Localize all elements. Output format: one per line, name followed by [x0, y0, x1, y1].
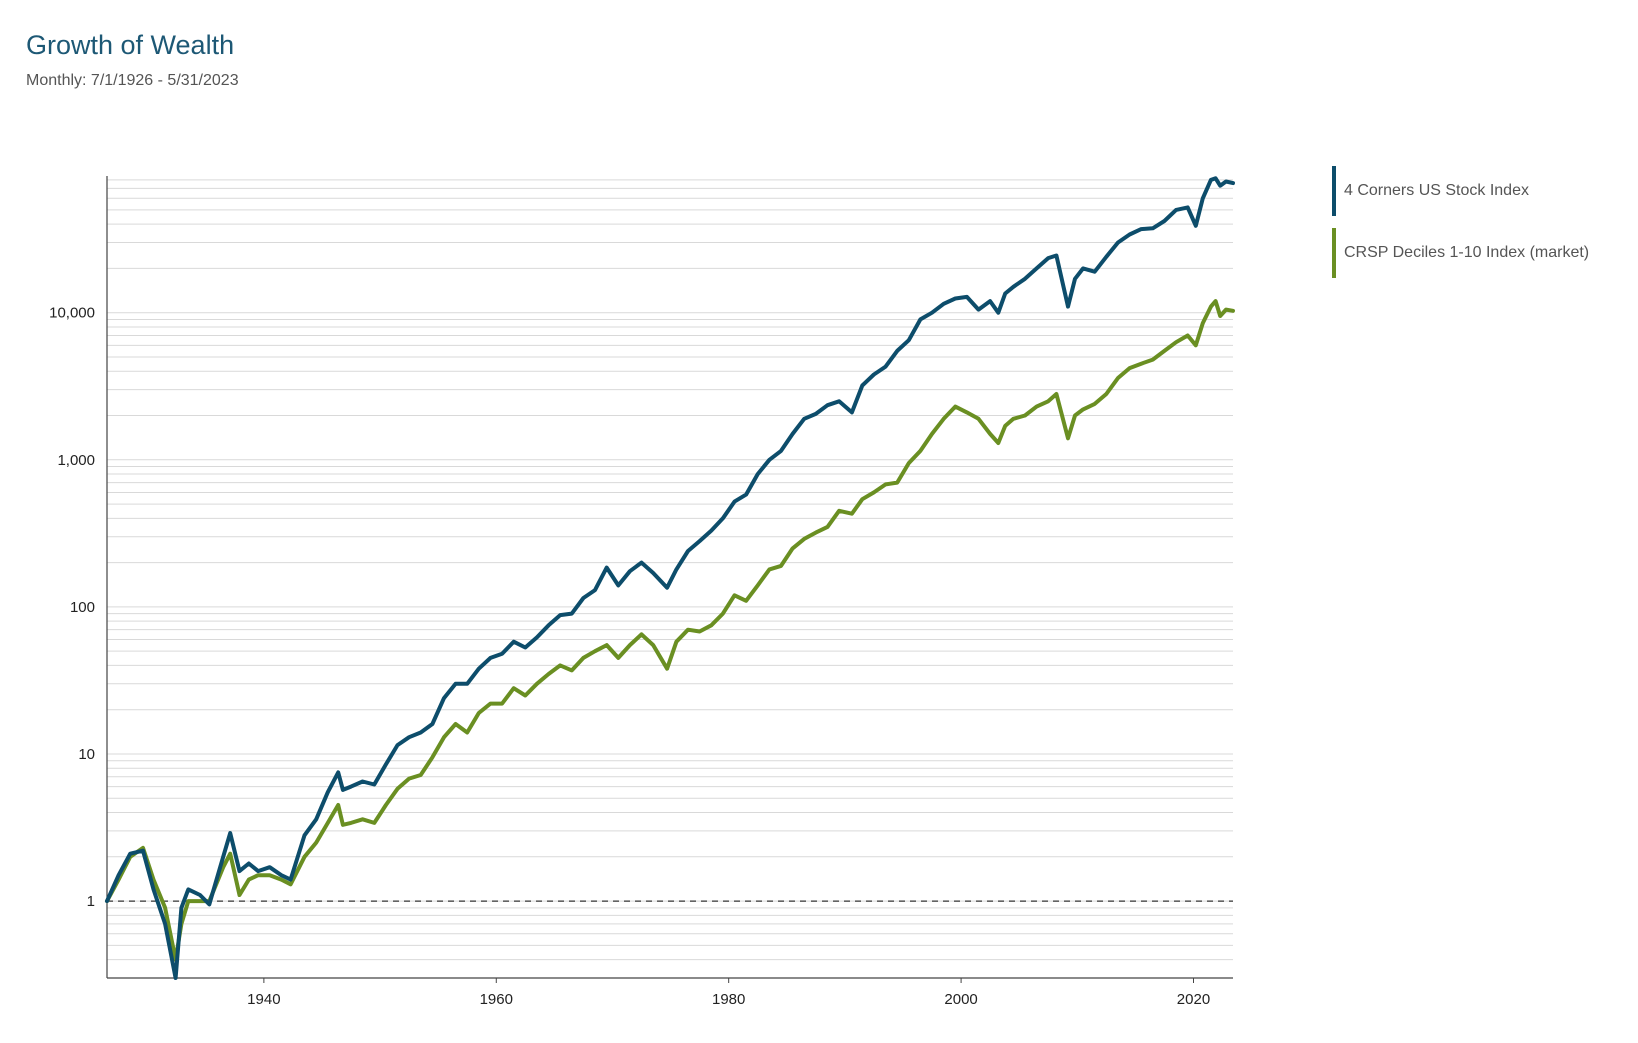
chart-subtitle: Monthly: 7/1/1926 - 5/31/2023 [26, 72, 239, 89]
x-tick-label: 1960 [480, 991, 513, 1008]
legend-swatch-series-1 [1332, 166, 1336, 216]
y-tick-label: 10 [78, 746, 95, 763]
y-tick-label: 1 [87, 893, 95, 910]
y-tick-label: 1,000 [57, 452, 95, 469]
chart-title: Growth of Wealth [26, 30, 235, 60]
x-tick-label: 1940 [247, 991, 280, 1008]
x-tick-label: 1980 [712, 991, 745, 1008]
legend-label-series-1: 4 Corners US Stock Index [1344, 182, 1529, 199]
y-tick-label: 10,000 [49, 305, 95, 322]
x-tick-label: 2020 [1177, 991, 1210, 1008]
legend-label-series-2: CRSP Deciles 1-10 Index (market) [1344, 244, 1590, 261]
legend-swatch-series-2 [1332, 228, 1336, 278]
y-tick-label: 100 [70, 599, 95, 616]
series-line-2 [105, 299, 1235, 962]
series-line-1 [105, 176, 1235, 980]
x-tick-label: 2000 [944, 991, 977, 1008]
